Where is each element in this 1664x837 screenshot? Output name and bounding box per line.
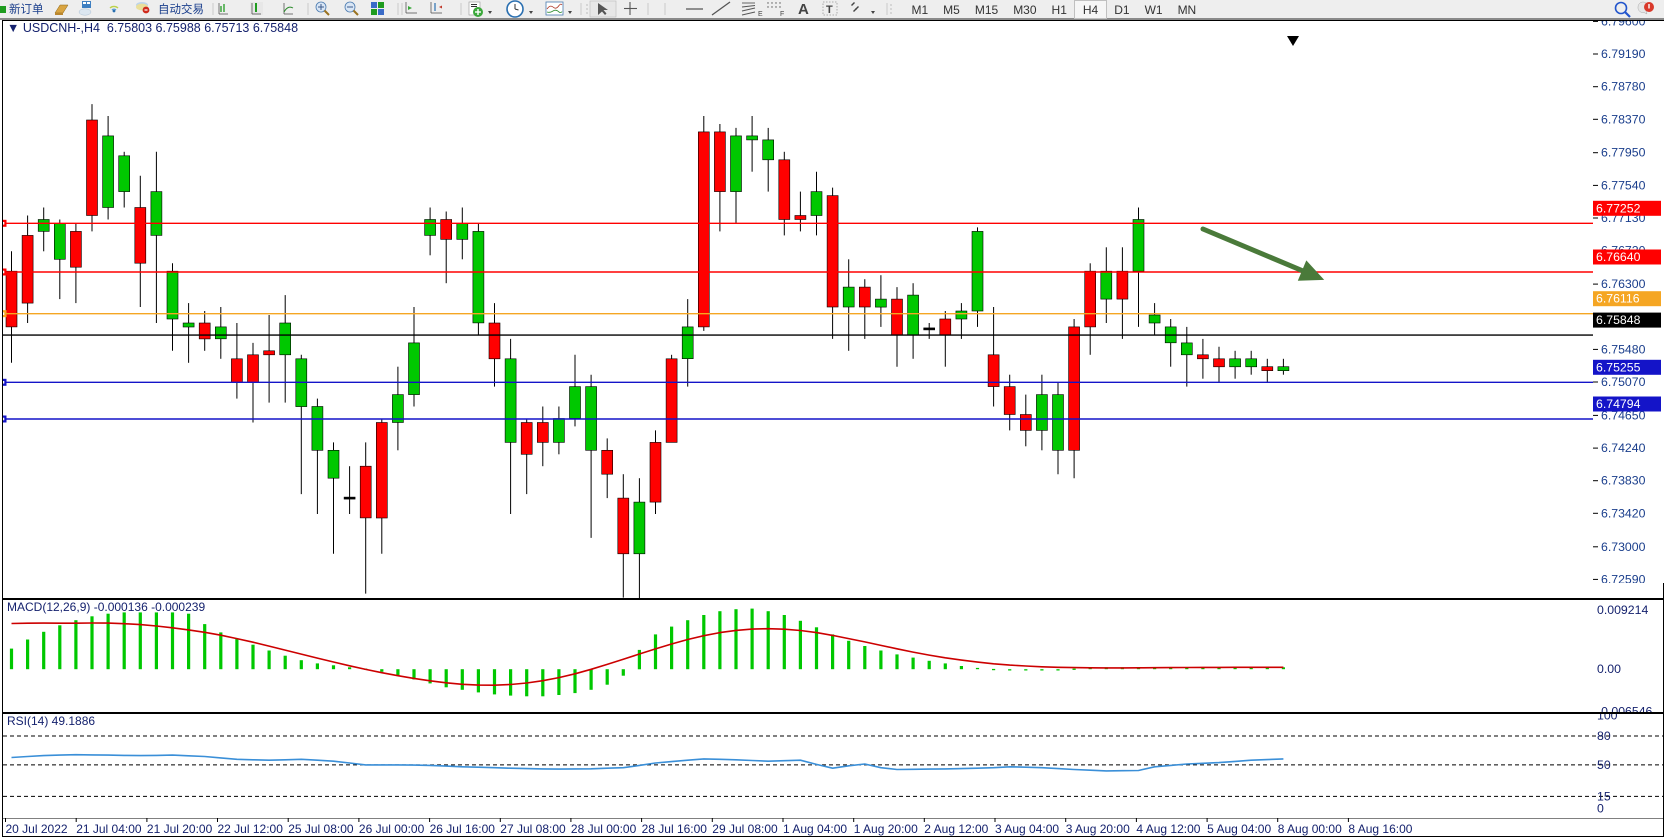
svg-text:6.72590: 6.72590: [1601, 572, 1646, 583]
svg-text:6.77252: 6.77252: [1596, 201, 1641, 215]
svg-text:6.76640: 6.76640: [1596, 250, 1641, 264]
svg-text:27 Jul 08:00: 27 Jul 08:00: [500, 822, 566, 836]
svg-text:T: T: [826, 4, 833, 16]
svg-text:6.75480: 6.75480: [1601, 342, 1646, 356]
svg-text:8 Aug 16:00: 8 Aug 16:00: [1348, 822, 1412, 836]
svg-text:100: 100: [1597, 714, 1618, 723]
svg-text:80: 80: [1597, 729, 1611, 743]
svg-text:A: A: [798, 1, 809, 18]
svg-text:6.73420: 6.73420: [1601, 506, 1646, 520]
svg-text:自动交易: 自动交易: [158, 2, 204, 16]
svg-text:21 Jul 04:00: 21 Jul 04:00: [76, 822, 142, 836]
svg-text:6.73830: 6.73830: [1601, 474, 1646, 488]
svg-text:22 Jul 12:00: 22 Jul 12:00: [218, 822, 284, 836]
svg-text:26 Jul 16:00: 26 Jul 16:00: [430, 822, 496, 836]
svg-text:6.78780: 6.78780: [1601, 80, 1646, 94]
svg-text:6.76300: 6.76300: [1601, 277, 1646, 291]
svg-text:25 Jul 08:00: 25 Jul 08:00: [288, 822, 354, 836]
svg-text:2 Aug 12:00: 2 Aug 12:00: [924, 822, 988, 836]
svg-text:6.74240: 6.74240: [1601, 441, 1646, 455]
svg-text:20 Jul 2022: 20 Jul 2022: [6, 822, 68, 836]
svg-text:6.77950: 6.77950: [1601, 146, 1646, 160]
svg-text:4 Aug 12:00: 4 Aug 12:00: [1136, 822, 1200, 836]
svg-text:E: E: [758, 11, 763, 18]
svg-text:6.75848: 6.75848: [1596, 313, 1641, 327]
svg-text:21 Jul 20:00: 21 Jul 20:00: [147, 822, 213, 836]
svg-text:6.78370: 6.78370: [1601, 112, 1646, 126]
svg-text:6.73000: 6.73000: [1601, 540, 1646, 554]
svg-text:6.75255: 6.75255: [1596, 360, 1641, 374]
svg-text:28 Jul 00:00: 28 Jul 00:00: [571, 822, 637, 836]
svg-text:6.74794: 6.74794: [1596, 397, 1641, 411]
svg-text:-0.006546: -0.006546: [1597, 704, 1653, 712]
svg-text:29 Jul 08:00: 29 Jul 08:00: [712, 822, 778, 836]
svg-text:6.76116: 6.76116: [1596, 292, 1640, 306]
svg-text:8 Aug 00:00: 8 Aug 00:00: [1278, 822, 1342, 836]
svg-text:F: F: [780, 11, 784, 18]
svg-text:RSI(14) 49.1886: RSI(14) 49.1886: [7, 714, 95, 728]
svg-text:3 Aug 20:00: 3 Aug 20:00: [1066, 822, 1130, 836]
svg-text:6.75070: 6.75070: [1601, 375, 1646, 389]
svg-text:50: 50: [1597, 758, 1611, 772]
svg-text:26 Jul 00:00: 26 Jul 00:00: [359, 822, 425, 836]
svg-text:0: 0: [1597, 801, 1604, 815]
svg-text:0.00: 0.00: [1597, 662, 1621, 676]
svg-text:6.79190: 6.79190: [1601, 47, 1646, 61]
svg-text:6.79600: 6.79600: [1601, 21, 1646, 28]
svg-text:5 Aug 04:00: 5 Aug 04:00: [1207, 822, 1271, 836]
svg-text:6.77540: 6.77540: [1601, 178, 1646, 192]
svg-text:3 Aug 04:00: 3 Aug 04:00: [995, 822, 1059, 836]
svg-text:0.009214: 0.009214: [1597, 603, 1648, 617]
svg-text:MACD(12,26,9) -0.000136 -0.000: MACD(12,26,9) -0.000136 -0.000239: [7, 600, 205, 614]
svg-text:28 Jul 16:00: 28 Jul 16:00: [642, 822, 708, 836]
svg-text:1 Aug 20:00: 1 Aug 20:00: [854, 822, 918, 836]
svg-text:新订单: 新订单: [9, 2, 44, 16]
svg-text:1 Aug 04:00: 1 Aug 04:00: [783, 822, 847, 836]
